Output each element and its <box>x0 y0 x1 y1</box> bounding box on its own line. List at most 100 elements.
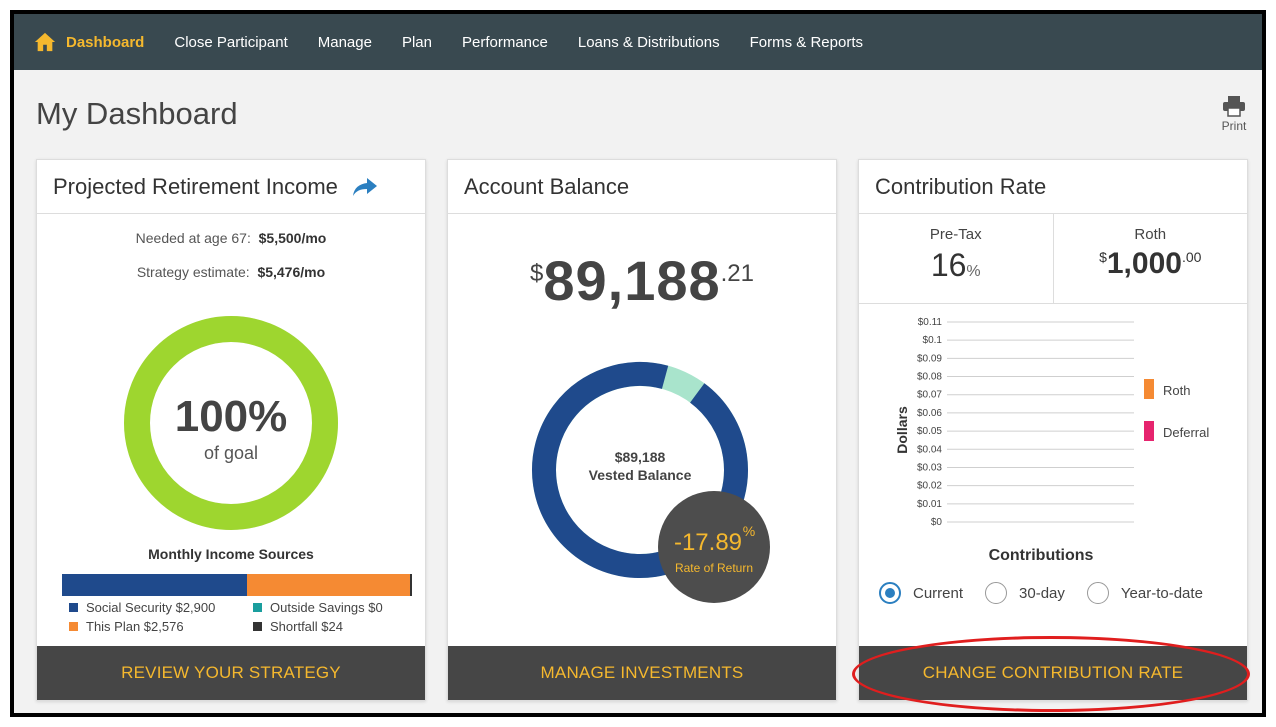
roth-cents: .00 <box>1181 249 1202 265</box>
top-nav: Dashboard Close Participant Manage Plan … <box>14 14 1262 70</box>
y-tick-label: $0.1 <box>923 335 943 346</box>
nav-dashboard[interactable]: Dashboard <box>66 33 145 51</box>
rate-of-return-badge <box>658 491 770 603</box>
nav-manage[interactable]: Manage <box>317 33 372 51</box>
roth-column: Roth $1,000.00 <box>1052 214 1248 303</box>
needed-income-row: Needed at age 67: $5,500/mo <box>37 230 425 246</box>
income-segment-3 <box>410 574 412 596</box>
print-button[interactable]: Print <box>1216 95 1252 133</box>
vested-balance-chart: $89,188 Vested Balance -17.89 % Rate of … <box>532 362 770 603</box>
income-sources-bar <box>62 574 412 596</box>
vested-label: Vested Balance <box>589 467 692 483</box>
nav-close-participant[interactable]: Close Participant <box>174 33 288 51</box>
radio-label: Year-to-date <box>1120 584 1203 602</box>
contribution-summary: Pre-Tax 16% Roth $1,000.00 <box>859 214 1247 304</box>
balance-amount: $89,188.21 <box>448 248 836 313</box>
legend-social-security: Social Security $2,900 <box>69 600 215 615</box>
contribution-period-options: Current 30-day Year-to-date <box>879 582 1225 604</box>
strategy-value: $5,476/mo <box>257 264 326 280</box>
review-strategy-button[interactable]: REVIEW YOUR STRATEGY <box>37 646 425 700</box>
income-segment-0 <box>62 574 247 596</box>
page-title: My Dashboard <box>36 96 238 131</box>
pretax-number: 16 <box>930 247 967 283</box>
share-arrow-icon[interactable] <box>352 177 378 197</box>
printer-icon <box>1223 96 1245 117</box>
goal-ring-progress <box>124 316 338 530</box>
goal-percent: 100% <box>175 392 288 441</box>
app-window: Dashboard Close Participant Manage Plan … <box>10 10 1266 717</box>
legend-swatch <box>69 622 78 632</box>
legend-shortfall: Shortfall $24 <box>253 619 343 634</box>
y-tick-label: $0.08 <box>917 372 942 383</box>
balance-currency: $ <box>529 260 544 287</box>
y-tick-label: $0.06 <box>917 408 942 419</box>
rate-of-return-value: -17.89 <box>674 529 742 556</box>
print-label: Print <box>1221 119 1247 133</box>
contribution-card-header: Contribution Rate <box>859 160 1247 214</box>
rate-of-return-percent: % <box>743 523 755 539</box>
manage-investments-button[interactable]: MANAGE INVESTMENTS <box>448 646 836 700</box>
radio-label: Current <box>913 584 964 602</box>
goal-ring-chart: 100% of goal <box>124 316 338 530</box>
nav-plan[interactable]: Plan <box>401 33 432 51</box>
radio-button[interactable] <box>1086 582 1109 604</box>
income-sources-title: Monthly Income Sources <box>148 546 314 562</box>
legend-swatch <box>253 622 262 632</box>
nav-performance[interactable]: Performance <box>462 33 548 51</box>
pretax-unit: % <box>966 263 981 280</box>
balance-dollars: 89,188 <box>543 249 721 312</box>
strategy-label: Strategy estimate: <box>136 264 250 280</box>
vested-amount: $89,188 <box>615 449 666 465</box>
retirement-card-title: Projected Retirement Income <box>53 173 338 199</box>
balance-cents: .21 <box>720 260 754 287</box>
legend-label: Shortfall $24 <box>270 619 343 634</box>
balance-card-title: Account Balance <box>464 173 630 199</box>
legend-swatch <box>69 603 78 613</box>
x-axis-label: Contributions <box>989 547 1094 564</box>
y-axis-label: Dollars <box>894 406 910 454</box>
radio-button[interactable] <box>879 582 901 604</box>
income-segment-1 <box>246 574 411 596</box>
home-icon[interactable] <box>34 31 56 53</box>
roth-value: $1,000.00 <box>1054 247 1248 281</box>
legend-deferral-swatch <box>1144 421 1154 441</box>
contribution-card-title: Contribution Rate <box>875 173 1047 199</box>
change-contribution-rate-button[interactable]: CHANGE CONTRIBUTION RATE <box>859 646 1247 700</box>
y-tick-label: $0.11 <box>918 317 943 328</box>
y-tick-label: $0.04 <box>917 444 942 455</box>
roth-label: Roth <box>1134 226 1167 243</box>
y-tick-label: $0.01 <box>917 499 942 510</box>
balance-card-header: Account Balance <box>448 160 836 214</box>
radio-label: 30-day <box>1019 584 1065 602</box>
nav-loans-distributions[interactable]: Loans & Distributions <box>577 33 720 51</box>
pretax-column: Pre-Tax 16% <box>859 214 1053 303</box>
legend-outside-savings: Outside Savings $0 <box>253 600 383 615</box>
y-tick-label: $0.07 <box>917 390 942 401</box>
legend-this-plan: This Plan $2,576 <box>69 619 184 634</box>
roth-currency: $ <box>1099 249 1107 265</box>
nav-forms-reports[interactable]: Forms & Reports <box>749 33 863 51</box>
radio-current[interactable]: Current <box>879 582 963 604</box>
y-tick-label: $0.03 <box>917 462 942 473</box>
y-axis-gridlines: $0 $0.01 $0.02 $0.03 $0.04 $0.05 $0.06 $0.07 $0.… <box>917 317 1134 528</box>
needed-value: $5,500/mo <box>258 230 327 246</box>
y-tick-label: $0.09 <box>917 353 942 364</box>
radio-year-to-date[interactable]: Year-to-date <box>1086 582 1203 604</box>
pretax-label: Pre-Tax <box>929 226 982 243</box>
rate-of-return-label: Rate of Return <box>675 561 753 575</box>
radio-button[interactable] <box>985 582 1008 604</box>
pretax-value: 16% <box>859 247 1053 284</box>
contributions-chart: $0 $0.01 $0.02 $0.03 $0.04 $0.05 $0.06 $0.07 $0.… <box>894 317 1209 564</box>
legend-label: Outside Savings $0 <box>270 600 383 615</box>
strategy-estimate-row: Strategy estimate: $5,476/mo <box>37 264 425 280</box>
roth-dollars: 1,000 <box>1106 247 1182 280</box>
retirement-income-card: Projected Retirement Income Needed at ag… <box>36 159 426 701</box>
account-balance-card: Account Balance $89,188.21 $89,188 Veste… <box>447 159 837 701</box>
legend-roth-swatch <box>1144 379 1154 399</box>
legend-roth-label: Roth <box>1163 383 1190 398</box>
retirement-card-header: Projected Retirement Income <box>37 160 425 214</box>
contribution-rate-card: Contribution Rate Pre-Tax 16% Roth $1,00… <box>858 159 1248 701</box>
y-tick-label: $0.02 <box>917 481 942 492</box>
radio-30-day[interactable]: 30-day <box>985 582 1065 604</box>
needed-label: Needed at age 67: <box>135 230 251 246</box>
